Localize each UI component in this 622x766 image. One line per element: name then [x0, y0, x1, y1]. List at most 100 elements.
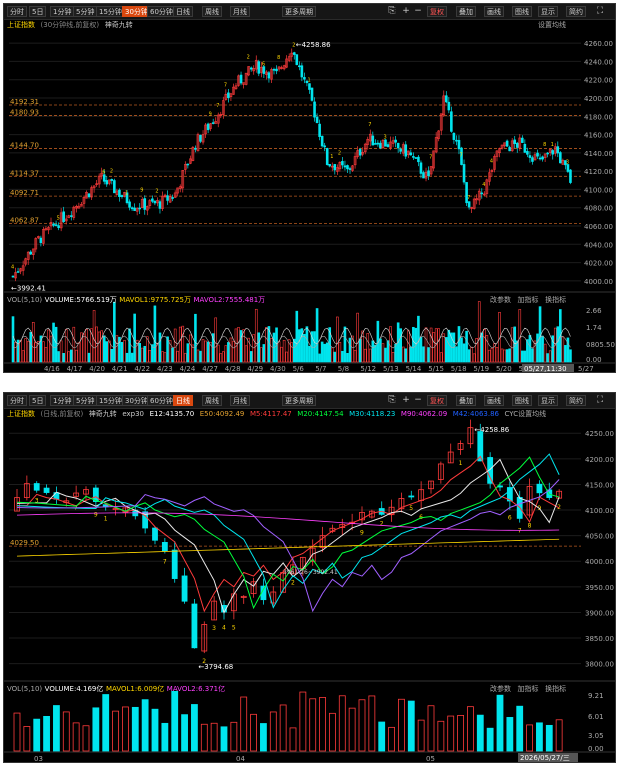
edit-params-button[interactable]: 改参数: [490, 296, 511, 304]
candle-body: [161, 542, 168, 552]
candle-body: [247, 66, 250, 76]
volume-bar: [220, 726, 228, 752]
candle-body: [156, 200, 159, 204]
candle-body: [543, 153, 547, 158]
volume-bar: [140, 347, 144, 363]
more-periods-dropdown[interactable]: 更多周期: [282, 395, 316, 406]
volume-bar: [536, 333, 539, 363]
ma-settings-link[interactable]: 设置均线: [538, 21, 566, 29]
add-indicator-button[interactable]: 加指标: [517, 685, 539, 693]
volume-bar: [521, 350, 524, 363]
period-tab-1[interactable]: 5日: [29, 395, 47, 406]
volume-bar: [465, 330, 468, 363]
period-tab-8[interactable]: 周线: [202, 6, 222, 17]
vol-indicator-name: VOL(5,10): [7, 685, 43, 693]
zoom-in-icon[interactable]: +: [402, 6, 410, 16]
period-tab-7[interactable]: 日线: [173, 395, 193, 406]
draw-button[interactable]: 画线: [484, 395, 504, 406]
volume-bar: [265, 327, 268, 363]
volume-bar: [313, 331, 316, 363]
chart-lines-button[interactable]: 图线: [512, 395, 532, 406]
volume-bar: [130, 352, 134, 363]
copy-icon[interactable]: ⎘: [388, 395, 396, 405]
nine-turn-count: 1: [125, 191, 128, 197]
display-button[interactable]: 显示: [538, 395, 558, 406]
candle-body: [295, 54, 299, 65]
period-tab-7[interactable]: 日线: [173, 6, 193, 17]
add-indicator-button[interactable]: 加指标: [517, 296, 539, 304]
volume-bar: [455, 346, 458, 363]
candle-body: [318, 123, 321, 137]
more-periods-dropdown[interactable]: 更多周期: [282, 6, 316, 17]
overlay-button[interactable]: 叠加: [456, 6, 476, 17]
candle-body: [320, 135, 324, 147]
indicator-label[interactable]: 神奇九转: [88, 410, 117, 418]
volume-bar: [204, 340, 207, 363]
candle-body: [270, 591, 277, 604]
period-tab-1[interactable]: 5日: [29, 6, 47, 17]
volume-bar: [422, 346, 425, 363]
simple-button[interactable]: 简约: [566, 6, 586, 17]
candle-body: [85, 191, 88, 199]
candle-body: [267, 72, 271, 79]
zoom-out-icon[interactable]: −: [414, 395, 422, 405]
candle-body: [346, 165, 349, 170]
volume-bar: [87, 352, 91, 363]
volume-bar: [561, 336, 565, 363]
overlay-button[interactable]: 叠加: [456, 395, 476, 406]
draw-button[interactable]: 画线: [484, 6, 504, 17]
candle-body: [485, 179, 489, 194]
switch-indicator-button[interactable]: 换指标: [545, 296, 567, 304]
date-tick-label: 5/19: [473, 365, 489, 373]
zoom-out-icon[interactable]: −: [414, 6, 422, 16]
bottom-toolbar: 分时 5日 1分钟 5分钟 15分钟 30分钟 60分钟 日线 周线 月线 更多周期 ⎘ + − …: [4, 393, 615, 409]
chart-lines-button[interactable]: 图线: [512, 6, 532, 17]
volume-bar: [538, 306, 542, 363]
candle-body: [161, 195, 164, 209]
candle-body: [465, 182, 468, 204]
volume-bar: [260, 347, 263, 363]
volume-bar: [336, 316, 339, 363]
volume-bar: [135, 339, 139, 363]
nine-turn-count: 2: [247, 54, 250, 60]
period-tab-0[interactable]: 分时: [7, 395, 27, 406]
simple-button[interactable]: 简约: [566, 395, 586, 406]
volume-bar: [366, 333, 370, 363]
period-tab-9[interactable]: 月线: [230, 395, 250, 406]
candle-body: [191, 147, 195, 161]
candle-body: [401, 144, 405, 154]
adjust-button[interactable]: 复权: [427, 6, 447, 17]
copy-icon[interactable]: ⎘: [388, 6, 396, 16]
volume-bar: [310, 331, 314, 363]
nine-turn-count: 7: [467, 195, 470, 201]
edit-params-button[interactable]: 改参数: [490, 685, 511, 693]
date-tick-label: 4/27: [202, 365, 218, 373]
candle-body: [128, 201, 131, 208]
cyc-settings-link[interactable]: CYC设置均线: [504, 410, 547, 418]
period-tab-8[interactable]: 周线: [202, 395, 222, 406]
date-tick-label: 5/7: [315, 365, 326, 373]
volume-bar: [19, 340, 22, 363]
display-button[interactable]: 显示: [538, 6, 558, 17]
volume-value: VOLUME:4.169亿: [44, 685, 104, 693]
candle-body: [396, 142, 400, 149]
candle-body: [43, 487, 50, 493]
indicator-label[interactable]: 神奇九转: [104, 21, 133, 29]
volume-bar: [43, 715, 50, 752]
adjust-button[interactable]: 复权: [427, 395, 447, 406]
candle-body: [467, 427, 474, 445]
volume-bar: [62, 711, 70, 752]
zoom-in-icon[interactable]: +: [402, 395, 410, 405]
candle-body: [143, 198, 147, 210]
nine-turn-count: 7: [368, 122, 371, 128]
date-tick-label: 4/16: [44, 365, 60, 373]
candle-body: [439, 113, 443, 131]
volume-tick-label: 0805.50: [586, 341, 615, 349]
fullscreen-icon[interactable]: ⛶: [596, 395, 604, 405]
fullscreen-icon[interactable]: ⛶: [596, 6, 604, 16]
period-tab-9[interactable]: 月线: [230, 6, 250, 17]
volume-bar: [123, 340, 126, 363]
switch-indicator-button[interactable]: 换指标: [545, 685, 567, 693]
volume-bar: [398, 698, 405, 752]
period-tab-0[interactable]: 分时: [7, 6, 27, 17]
